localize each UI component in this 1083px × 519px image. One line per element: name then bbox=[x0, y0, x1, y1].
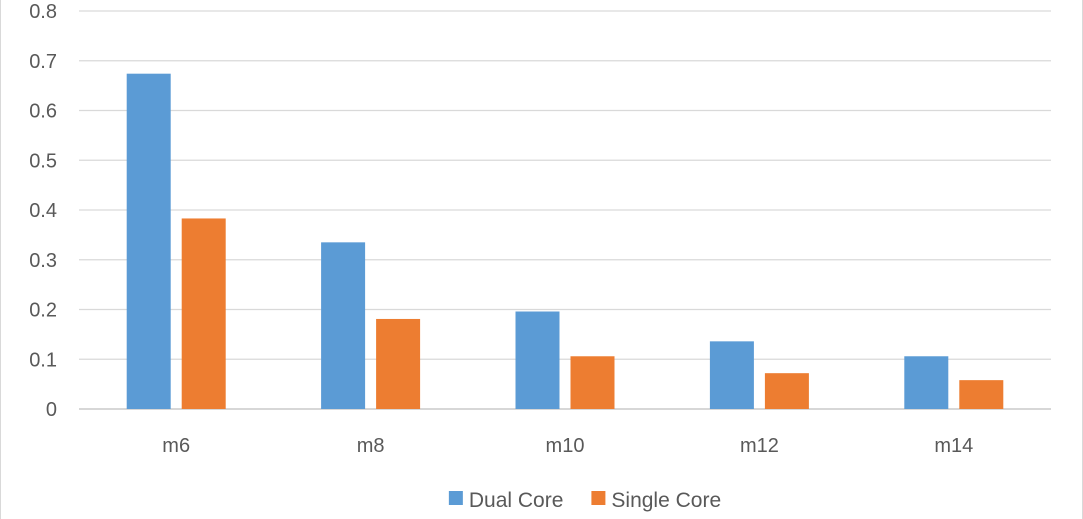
x-tick-label: m8 bbox=[357, 435, 385, 457]
legend: Dual Core Single Core bbox=[448, 489, 721, 512]
y-axis: 0 0.1 0.2 0.3 0.4 0.5 0.6 0.7 0.8 bbox=[29, 1, 57, 421]
y-tick-label: 0.4 bbox=[29, 200, 57, 222]
legend-swatch bbox=[448, 491, 463, 505]
legend-label: Dual Core bbox=[469, 489, 564, 512]
bar-single-core-m14 bbox=[959, 380, 1004, 409]
x-tick-label: m14 bbox=[934, 435, 973, 457]
bar-single-core-m8 bbox=[376, 318, 421, 409]
gridlines bbox=[79, 10, 1051, 410]
bar-dual-core-m8 bbox=[321, 242, 366, 409]
legend-label: Single Core bbox=[611, 489, 721, 512]
y-tick-label: 0.1 bbox=[29, 349, 57, 371]
bars bbox=[126, 73, 1004, 409]
y-tick-label: 0 bbox=[46, 399, 57, 421]
y-tick-label: 0.2 bbox=[29, 300, 57, 322]
y-tick-label: 0.7 bbox=[29, 51, 57, 73]
bar-dual-core-m14 bbox=[904, 356, 949, 409]
bar-dual-core-m10 bbox=[515, 311, 560, 409]
bar-single-core-m10 bbox=[570, 356, 615, 409]
bar-single-core-m12 bbox=[764, 373, 809, 409]
bar-dual-core-m6 bbox=[126, 73, 171, 409]
legend-item-single-core: Single Core bbox=[591, 489, 721, 512]
x-tick-label: m12 bbox=[740, 435, 779, 457]
y-tick-label: 0.3 bbox=[29, 250, 57, 272]
y-tick-label: 0.6 bbox=[29, 101, 57, 123]
bar-dual-core-m12 bbox=[709, 341, 754, 409]
x-axis: m6 m8 m10 m12 m14 bbox=[162, 435, 973, 457]
legend-swatch bbox=[591, 491, 606, 505]
y-tick-label: 0.5 bbox=[29, 150, 57, 172]
legend-item-dual-core: Dual Core bbox=[448, 489, 564, 512]
x-tick-label: m6 bbox=[162, 435, 190, 457]
y-tick-label: 0.8 bbox=[29, 1, 57, 23]
bar-single-core-m6 bbox=[181, 218, 226, 409]
x-tick-label: m10 bbox=[546, 435, 585, 457]
